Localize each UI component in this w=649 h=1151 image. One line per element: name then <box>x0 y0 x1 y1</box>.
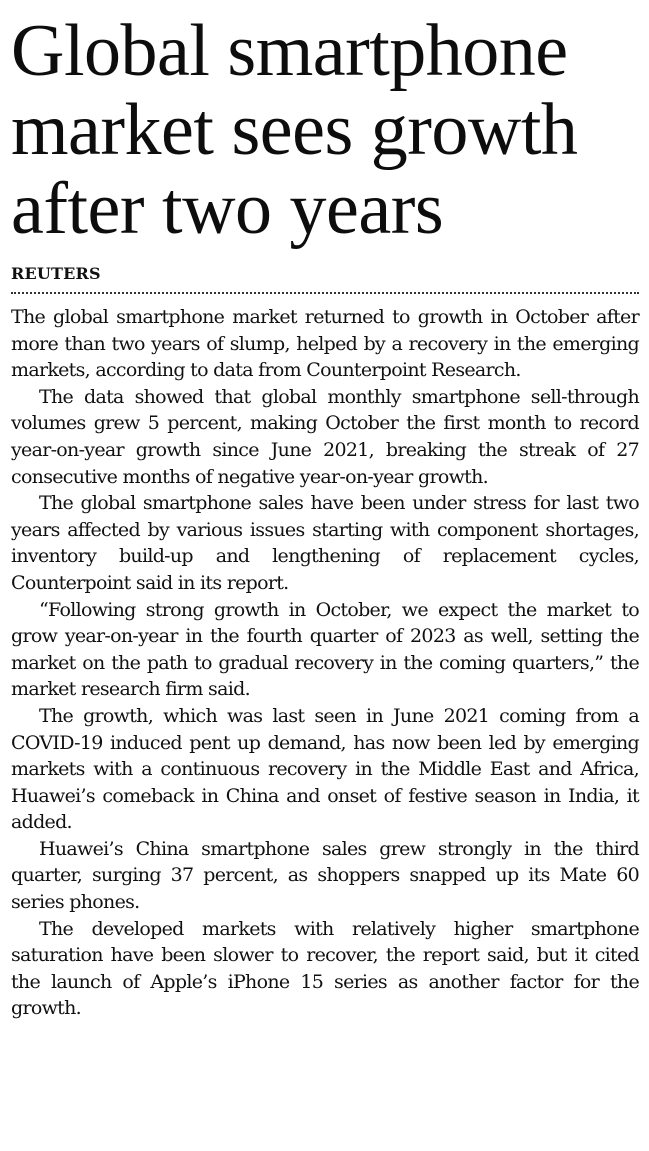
body-paragraph: “Following strong growth in October, we … <box>11 598 640 701</box>
body-paragraph: The developed markets with relatively hi… <box>11 917 640 1020</box>
byline: REUTERS <box>11 264 101 283</box>
body-paragraph: The global smartphone market returned to… <box>11 306 640 382</box>
body-paragraph: The growth, which was last seen in June … <box>11 704 640 834</box>
headline-line: Global smartphone <box>11 10 568 92</box>
dotted-divider <box>11 292 639 294</box>
body-paragraph: Huawei’s China smartphone sales grew str… <box>11 837 640 914</box>
body-paragraph: The data showed that global monthly smar… <box>11 385 640 488</box>
headline-line: market sees growth <box>11 89 578 171</box>
headline-line: after two years <box>11 168 444 250</box>
article-body: The global smartphone market returned to… <box>11 304 640 1022</box>
body-paragraph: The global smartphone sales have been un… <box>11 492 640 594</box>
headline: Global smartphone market sees growth aft… <box>11 12 639 249</box>
news-article: Global smartphone market sees growth aft… <box>11 12 640 1022</box>
